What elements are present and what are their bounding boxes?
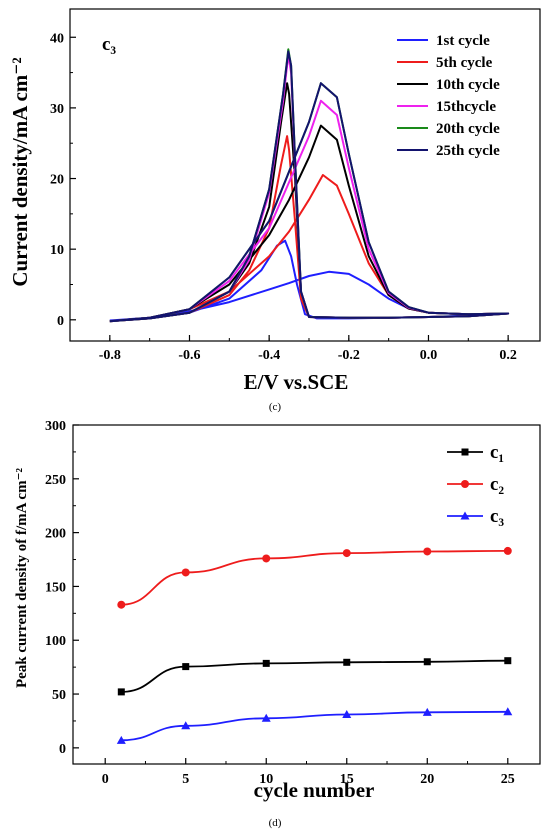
chart-d-x-axis-title: cycle number [254, 778, 375, 802]
chart-d-data-point [182, 663, 190, 671]
chart-c-x-ticks: -0.8 -0.6 -0.4 -0.2 0.0 0.2 [69, 335, 517, 363]
chart-c-x-tick-label: -0.6 [178, 348, 200, 363]
chart-c-legend-label: 25th cycle [436, 143, 500, 159]
chart-c-x-axis-title: E/V vs.SCE [244, 370, 349, 394]
chart-d-x-ticks: 0 5 10 15 20 25 [102, 758, 515, 787]
chart-d-data-point [503, 707, 513, 716]
chart-d-data-point [116, 735, 126, 744]
chart-c-y-tick-label: 20 [50, 173, 64, 188]
chart-d-data-point [181, 721, 191, 730]
chart-d-data-point [181, 568, 190, 577]
chart-d-legend-label: c₁ [490, 442, 504, 463]
chart-c-legend-label: 10th cycle [436, 77, 500, 93]
chart-c-y-tick-label: 40 [50, 31, 64, 46]
chart-d-data-point [117, 688, 125, 696]
chart-d-legend-label: c₃ [490, 506, 504, 527]
chart-c-legend-label: 1st cycle [436, 33, 490, 49]
chart-d-x-tick-label: 25 [501, 772, 515, 787]
chart-d-x-tick-label: 20 [420, 772, 434, 787]
chart-d-data-point [423, 547, 432, 556]
chart-d-y-ticks: 0 50 100 150 200 250 300 [45, 419, 79, 757]
chart-d-legend-label: c₂ [490, 474, 504, 495]
chart-d-y-tick-label: 50 [52, 688, 66, 703]
chart-c-x-tick-label: -0.2 [338, 348, 360, 363]
chart-c-caption: (c) [269, 401, 282, 413]
chart-c-series [109, 48, 510, 323]
chart-c-series-line-1 [109, 239, 510, 322]
chart-d-legend: c₁ c₂ c₃ [447, 442, 504, 527]
chart-c-series-line-4 [109, 53, 510, 323]
chart-c-series-line-6 [109, 50, 510, 323]
chart-d-x-tick-label: 0 [102, 772, 109, 787]
chart-d-data-point [261, 713, 271, 722]
chart-d-series-line-3 [121, 710, 508, 742]
chart-d-series-line-2 [121, 550, 508, 606]
chart-c: -0.8 -0.6 -0.4 -0.2 0.0 0.2 0 10 20 30 40 1st cyc… [8, 8, 541, 413]
chart-c-y-tick-label: 30 [50, 102, 64, 117]
chart-d-data-point [423, 658, 431, 666]
chart-c-y-ticks: 0 10 20 30 40 [50, 31, 76, 329]
chart-c-series-line-2 [109, 135, 510, 323]
chart-d-legend-marker [461, 480, 469, 488]
chart-d-x-tick-label: 15 [340, 772, 354, 787]
chart-d-y-tick-label: 200 [45, 527, 66, 542]
chart-d-data-point [503, 546, 512, 555]
chart-d-y-tick-label: 150 [45, 580, 66, 595]
chart-c-legend-label: 20th cycle [436, 121, 500, 137]
chart-d-y-axis-title: Peak current density of f/mA cm⁻² [14, 467, 30, 688]
chart-c-legend-label: 15thcycle [436, 99, 496, 115]
chart-c-x-tick-label: 0.2 [499, 348, 517, 363]
chart-d-x-tick-label: 5 [182, 772, 189, 787]
chart-d-x-tick-label: 10 [259, 772, 273, 787]
chart-d-data-point [342, 709, 352, 718]
chart-d-data-point [504, 657, 512, 665]
chart-d-data-point [262, 554, 271, 563]
chart-d-data-point [342, 549, 351, 558]
chart-d-legend-marker [461, 448, 469, 456]
chart-c-panel-label: c₃ [102, 34, 116, 55]
chart-d-y-tick-label: 0 [59, 742, 66, 757]
chart-c-y-axis-title: Current density/mA cm⁻² [8, 57, 32, 286]
chart-c-y-tick-label: 0 [57, 314, 64, 329]
chart-d: 0 5 10 15 20 25 0 50 100 150 200 250 300 c₁ c₂ c₃ cyc… [14, 419, 541, 829]
chart-c-legend-label: 5th cycle [436, 55, 493, 71]
chart-c-x-tick-label: -0.4 [258, 348, 280, 363]
chart-d-data-point [343, 658, 351, 666]
chart-d-series [116, 546, 513, 744]
chart-c-x-tick-label: 0.0 [420, 348, 438, 363]
chart-d-data-point [117, 600, 126, 609]
chart-d-series-line-1 [121, 659, 508, 693]
chart-d-frame [72, 424, 541, 765]
chart-d-caption: (d) [269, 817, 282, 829]
chart-d-data-point [262, 659, 270, 667]
chart-d-data-point [422, 707, 432, 716]
chart-d-y-tick-label: 100 [45, 634, 66, 649]
chart-c-legend: 1st cycle 5th cycle 10th cycle 15thcycle 20t… [397, 33, 500, 159]
chart-d-y-tick-label: 300 [45, 419, 66, 434]
chart-c-frame [69, 8, 541, 342]
chart-c-x-tick-label: -0.8 [99, 348, 121, 363]
chart-d-y-tick-label: 250 [45, 473, 66, 488]
chart-d-legend-marker [460, 511, 470, 520]
chart-c-y-tick-label: 10 [50, 243, 64, 258]
